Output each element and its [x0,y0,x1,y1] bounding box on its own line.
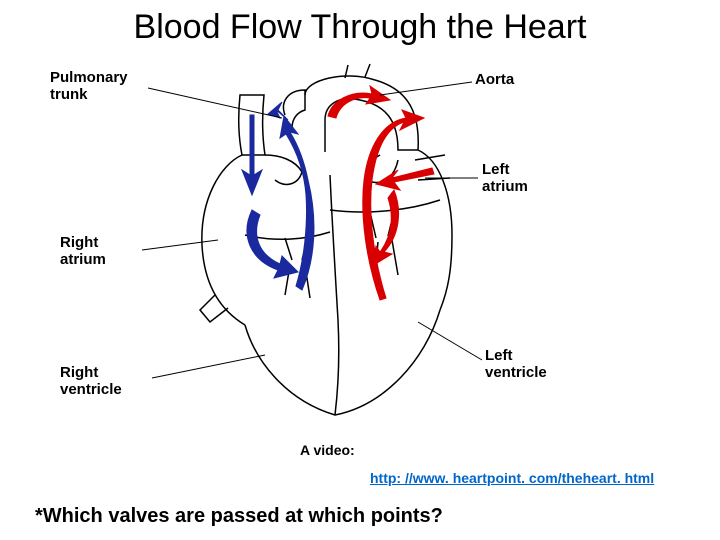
label-right-ventricle: Right ventricle [60,365,122,398]
label-left-ventricle: Left ventricle [485,348,547,381]
deoxygenated-arrows [242,102,314,290]
heart-diagram: Pulmonary trunk Aorta Left atrium Right … [80,60,600,440]
video-caption: A video: [300,442,355,458]
video-link[interactable]: http: //www. heartpoint. com/theheart. h… [370,470,654,486]
heart-svg [80,60,600,440]
label-left-atrium: Left atrium [482,162,528,195]
label-right-atrium: Right atrium [60,235,106,268]
label-pulmonary-trunk: Pulmonary trunk [50,70,128,103]
question-text: *Which valves are passed at which points… [35,505,443,528]
oxygenated-arrows [328,86,434,300]
page-title: Blood Flow Through the Heart [0,8,720,47]
label-aorta: Aorta [475,72,514,89]
